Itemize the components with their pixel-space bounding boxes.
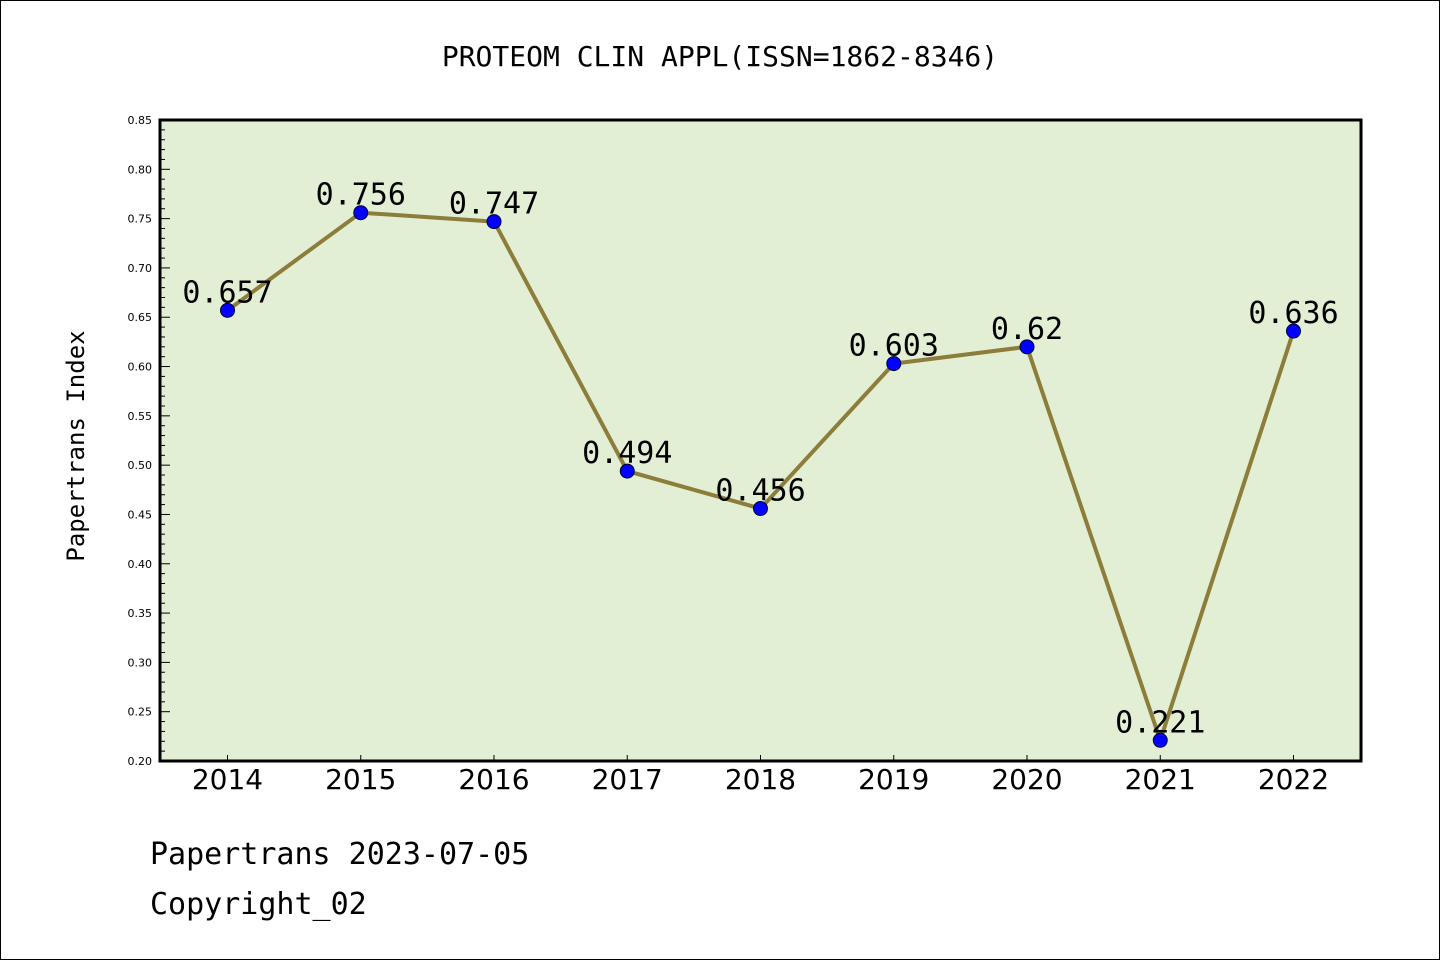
x-tick-label: 2017 — [592, 763, 663, 796]
data-point — [220, 302, 235, 318]
data-point — [619, 463, 635, 479]
data-point — [753, 501, 768, 517]
footer-copyright: Copyright_02 — [150, 887, 367, 922]
data-label: 0.603 — [849, 329, 939, 364]
data-point — [886, 356, 902, 372]
x-tick-label: 2018 — [725, 763, 796, 796]
y-tick-label: 0.70 — [128, 262, 153, 275]
x-tick-label: 2021 — [1125, 763, 1196, 796]
y-tick-label: 0.75 — [128, 213, 153, 226]
y-tick-label: 0.35 — [128, 607, 153, 620]
y-tick-label: 0.85 — [128, 114, 153, 127]
y-tick-label: 0.50 — [128, 459, 153, 472]
x-tick-label: 2022 — [1258, 763, 1329, 796]
plot-area — [160, 120, 1361, 761]
data-label: 0.747 — [449, 187, 539, 222]
y-tick-label: 0.55 — [128, 410, 153, 423]
data-point — [1152, 732, 1168, 748]
y-tick-label: 0.30 — [128, 656, 153, 669]
data-label: 0.756 — [316, 178, 406, 213]
data-label: 0.494 — [582, 436, 672, 471]
data-label: 0.657 — [182, 275, 272, 310]
x-tick-label: 2019 — [858, 763, 929, 796]
y-tick-label: 0.60 — [128, 361, 153, 374]
data-point — [486, 214, 502, 230]
data-point — [1019, 339, 1035, 355]
y-tick-label: 0.45 — [128, 508, 153, 521]
series-layer: 0.657 0.756 0.747 0.494 0.456 0.603 0.62 0.221 0… — [182, 178, 1339, 748]
chart-title: PROTEOM CLIN APPL(ISSN=1862-8346) — [442, 40, 998, 73]
y-tick-label: 0.65 — [128, 311, 153, 324]
data-label: 0.636 — [1248, 296, 1338, 331]
data-label: 0.62 — [991, 312, 1063, 347]
footer-date: Papertrans 2023-07-05 — [150, 837, 529, 872]
x-tick-label: 2015 — [325, 763, 396, 796]
plot-border — [158, 118, 1363, 763]
data-point — [353, 205, 369, 221]
data-label: 0.456 — [715, 474, 805, 509]
y-axis-label: Papertrans Index — [62, 330, 90, 561]
data-label: 0.221 — [1115, 705, 1205, 740]
data-point — [1286, 323, 1301, 339]
y-axis: 0.20 0.25 0.30 0.35 0.40 0.45 0.50 0.55 0.60 0.65… — [128, 114, 170, 768]
y-tick-label: 0.20 — [128, 755, 153, 768]
y-tick-label: 0.25 — [128, 706, 153, 719]
y-tick-label: 0.80 — [128, 163, 153, 176]
x-axis: 2014 2015 2016 2017 2018 2019 2020 2021 2022 — [192, 755, 1329, 796]
y-tick-label: 0.40 — [128, 558, 153, 571]
x-tick-label: 2014 — [192, 763, 263, 796]
x-tick-label: 2016 — [458, 763, 529, 796]
x-tick-label: 2020 — [991, 763, 1062, 796]
